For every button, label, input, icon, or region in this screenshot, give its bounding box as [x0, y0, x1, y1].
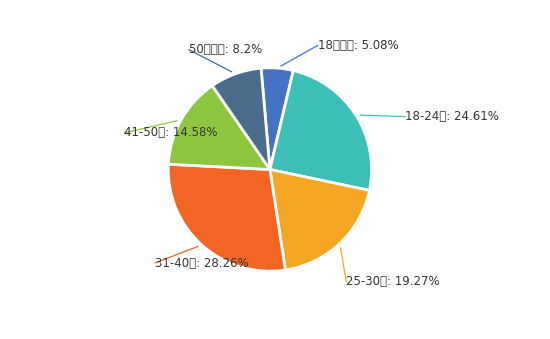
Wedge shape — [270, 170, 370, 270]
Wedge shape — [168, 86, 270, 170]
Text: 18岁以下: 5.08%: 18岁以下: 5.08% — [318, 39, 398, 52]
Text: 41-50岁: 14.58%: 41-50岁: 14.58% — [124, 126, 218, 139]
Text: 18-24岁: 24.61%: 18-24岁: 24.61% — [405, 110, 499, 123]
Wedge shape — [212, 68, 270, 170]
Wedge shape — [168, 164, 285, 271]
Wedge shape — [261, 68, 293, 170]
Text: 50岁以上: 8.2%: 50岁以上: 8.2% — [189, 43, 262, 56]
Text: 25-30岁: 19.27%: 25-30岁: 19.27% — [346, 275, 440, 288]
Text: 31-40岁: 28.26%: 31-40岁: 28.26% — [155, 257, 249, 270]
Wedge shape — [270, 71, 372, 191]
